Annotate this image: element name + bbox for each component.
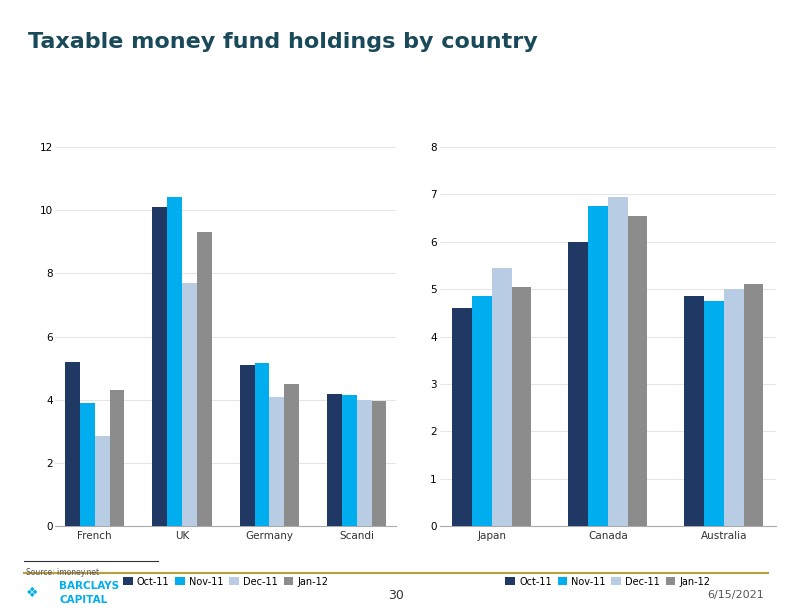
Bar (342, 395, 356, 526)
Bar (182, 283, 197, 526)
Bar (627, 215, 647, 526)
Bar (472, 296, 492, 526)
Bar (284, 384, 299, 526)
Bar (254, 364, 269, 526)
Legend: Oct-11, Nov-11, Dec-11, Jan-12: Oct-11, Nov-11, Dec-11, Jan-12 (124, 577, 328, 587)
Bar (197, 233, 211, 526)
Bar (569, 242, 588, 526)
Bar (608, 196, 627, 526)
Bar (588, 206, 608, 526)
Bar (269, 397, 284, 526)
Bar (65, 362, 80, 526)
Bar (492, 268, 512, 526)
Text: Holdings by country (% of total taxable assets): Holdings by country (% of total taxable … (457, 125, 735, 135)
Bar (240, 365, 254, 526)
Text: ❖: ❖ (26, 586, 39, 600)
Text: BARCLAYS: BARCLAYS (59, 581, 120, 591)
Text: 30: 30 (388, 589, 404, 602)
Bar (744, 285, 763, 526)
Text: Taxable money fund holdings by country: Taxable money fund holdings by country (28, 32, 538, 52)
Bar (167, 198, 182, 526)
Text: 6/15/2021: 6/15/2021 (707, 591, 764, 600)
Text: CAPITAL: CAPITAL (59, 595, 108, 605)
Bar (512, 287, 531, 526)
Bar (109, 390, 124, 526)
Text: Source: imoney.net: Source: imoney.net (26, 568, 99, 577)
Bar (95, 436, 109, 526)
Bar (327, 394, 342, 526)
Bar (371, 401, 386, 526)
Bar (452, 308, 472, 526)
Bar (80, 403, 95, 526)
Bar (356, 400, 371, 526)
Bar (704, 301, 724, 526)
Text: Holdings by country (% of total taxable assets): Holdings by country (% of total taxable … (73, 125, 351, 135)
Bar (724, 289, 744, 526)
Legend: Oct-11, Nov-11, Dec-11, Jan-12: Oct-11, Nov-11, Dec-11, Jan-12 (505, 577, 710, 587)
Bar (152, 207, 167, 526)
Bar (684, 296, 704, 526)
